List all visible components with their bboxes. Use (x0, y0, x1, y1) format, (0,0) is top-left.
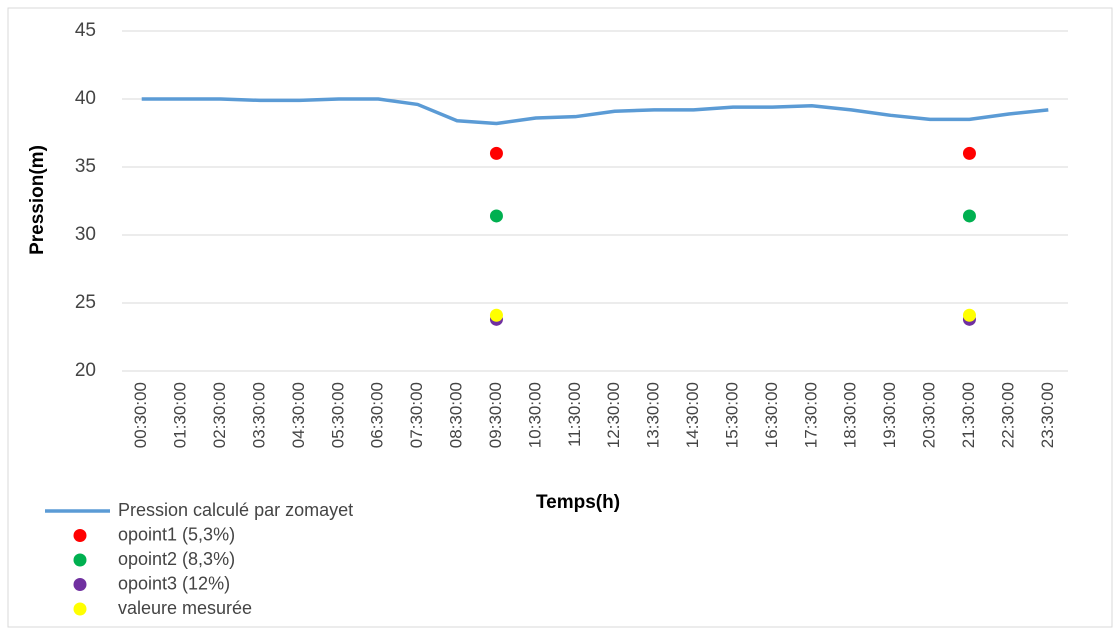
x-tick-label: 15:30:00 (722, 382, 741, 448)
legend-label: opoint3 (12%) (118, 573, 230, 593)
x-tick-label: 10:30:00 (525, 382, 544, 448)
x-tick-label: 19:30:00 (880, 382, 899, 448)
x-tick-label: 05:30:00 (328, 382, 347, 448)
data-point (962, 308, 976, 322)
x-tick-label: 22:30:00 (998, 382, 1017, 448)
legend-marker (73, 578, 87, 591)
x-tick-label: 06:30:00 (368, 382, 387, 448)
x-tick-label: 11:30:00 (565, 382, 584, 447)
x-tick-label: 08:30:00 (447, 382, 466, 448)
legend-label: opoint1 (5,3%) (118, 524, 235, 544)
y-axis-title: Pression(m) (27, 145, 48, 255)
x-tick-label: 21:30:00 (959, 382, 978, 448)
legend-label: opoint2 (8,3%) (118, 549, 235, 569)
x-tick-label: 07:30:00 (407, 382, 426, 448)
x-tick-label: 17:30:00 (801, 382, 820, 448)
x-tick-label: 12:30:00 (604, 382, 623, 448)
x-tick-label: 04:30:00 (289, 382, 308, 448)
legend-label: valeure mesurée (118, 598, 252, 618)
x-tick-label: 20:30:00 (920, 382, 939, 448)
data-line (141, 97, 1049, 126)
x-tick-label: 16:30:00 (762, 382, 781, 448)
x-tick-label: 09:30:00 (486, 382, 505, 448)
x-tick-label: 23:30:00 (1038, 382, 1057, 448)
x-tick-label: 14:30:00 (683, 382, 702, 448)
x-tick-label: 18:30:00 (841, 382, 860, 448)
y-tick-label: 25 (75, 292, 96, 313)
y-tick-label: 40 (75, 88, 96, 109)
chart-frame (7, 7, 1113, 628)
x-axis-title: Temps(h) (536, 492, 620, 513)
x-tick-label: 13:30:00 (644, 382, 663, 448)
y-tick-label: 20 (75, 360, 96, 381)
data-point (962, 146, 976, 160)
legend-marker (73, 602, 87, 616)
legend-marker (73, 529, 87, 542)
y-tick-label: 30 (75, 224, 96, 245)
x-tick-label: 03:30:00 (249, 382, 268, 448)
x-tick-label: 02:30:00 (210, 382, 229, 448)
x-tick-label: 01:30:00 (171, 382, 190, 448)
data-point (489, 209, 503, 223)
legend-label: Pression calculé par zomayet (118, 500, 353, 520)
data-point (489, 146, 503, 160)
y-tick-label: 45 (75, 20, 96, 41)
data-point (962, 209, 976, 223)
legend-marker (73, 553, 87, 567)
data-point (489, 308, 503, 322)
y-tick-label: 35 (75, 156, 96, 177)
x-tick-label: 00:30:00 (131, 382, 150, 448)
